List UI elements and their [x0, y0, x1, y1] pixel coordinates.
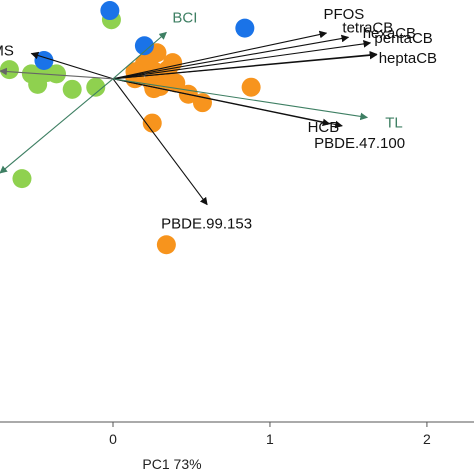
loading-vector — [112, 78, 343, 129]
loading-vector — [0, 78, 114, 174]
loading-vector — [112, 78, 369, 121]
loading-label: PFOS — [323, 6, 364, 23]
loading-vector — [0, 67, 114, 80]
loading-label: tetraCB — [342, 19, 393, 36]
score-point — [47, 64, 67, 84]
x-axis: 0 1 2 — [0, 421, 474, 447]
score-point — [134, 36, 154, 56]
score-point — [241, 77, 261, 97]
loading-vector — [112, 78, 208, 206]
x-axis-label: PC1 73% — [142, 456, 201, 472]
loading-label: TL — [385, 114, 403, 131]
score-point — [156, 235, 176, 255]
loading-vector — [30, 51, 114, 80]
score-point — [0, 60, 19, 80]
loading-vectors — [0, 30, 378, 206]
loading-label: BCI — [172, 9, 197, 26]
loading-vector — [112, 34, 350, 80]
score-point — [28, 74, 48, 94]
score-point — [100, 1, 120, 21]
loading-vector — [112, 40, 372, 80]
loading-vector — [112, 51, 378, 80]
loading-label: PBDE.47.100 — [314, 135, 405, 152]
loading-label: MS — [0, 42, 14, 59]
loading-vector — [112, 30, 328, 80]
loading-label: pentaCB — [374, 30, 432, 47]
score-point — [12, 169, 32, 189]
loading-label: heptaCB — [379, 50, 437, 67]
score-point — [86, 77, 106, 97]
score-point — [142, 113, 162, 133]
loading-label: HCB — [308, 119, 340, 136]
loading-vector — [112, 31, 167, 80]
score-point — [235, 18, 255, 38]
x-tick-label: 2 — [423, 431, 431, 447]
score-point — [34, 50, 54, 70]
loading-label: PBDE.99.153 — [161, 216, 252, 233]
x-tick-label: 1 — [266, 431, 274, 447]
score-point — [62, 79, 82, 99]
loading-label: hexaCB — [363, 25, 416, 42]
x-tick-label: 0 — [109, 431, 117, 447]
